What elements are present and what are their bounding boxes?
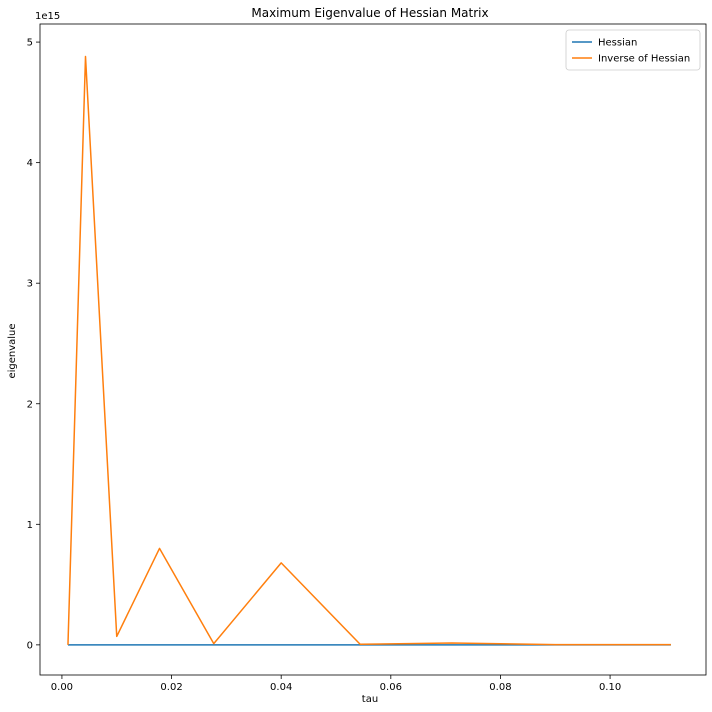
y-tick-label: 0 (27, 640, 33, 651)
x-tick-label: 0.08 (489, 682, 511, 693)
series-line-inverse-of-hessian (67, 55, 671, 646)
x-tick-label: 0.10 (599, 682, 621, 693)
y-tick-label: 4 (27, 158, 33, 169)
legend-box (565, 29, 701, 71)
y-tick-label: 3 (27, 279, 33, 290)
x-tick-label: 0.00 (51, 682, 73, 693)
x-axis-ticks: 0.00 0.02 0.04 0.06 0.08 0.10 (51, 675, 621, 693)
y-tick-label: 1 (27, 520, 33, 531)
legend-label: Hessian (598, 38, 637, 49)
axes-frame (39, 23, 707, 676)
y-tick-label: 2 (27, 399, 33, 410)
y-axis-ticks: 0 1 2 3 4 5 (27, 38, 40, 651)
x-tick-label: 0.02 (160, 682, 182, 693)
y-axis-label: eigenvalue (7, 323, 18, 378)
y-axis-offset-label: 1e15 (35, 11, 60, 22)
plot-area: 0.00 0.02 0.04 0.06 0.08 0.10 0 1 2 3 4 5 (27, 23, 707, 693)
y-tick-label: 5 (27, 38, 33, 49)
x-tick-label: 0.06 (380, 682, 402, 693)
legend-label: Inverse of Hessian (598, 54, 690, 65)
x-axis-label: tau (362, 694, 378, 705)
legend: Hessian Inverse of Hessian (565, 29, 701, 71)
series-layer (67, 55, 671, 646)
x-tick-label: 0.04 (270, 682, 292, 693)
chart-title: Maximum Eigenvalue of Hessian Matrix (251, 6, 488, 20)
